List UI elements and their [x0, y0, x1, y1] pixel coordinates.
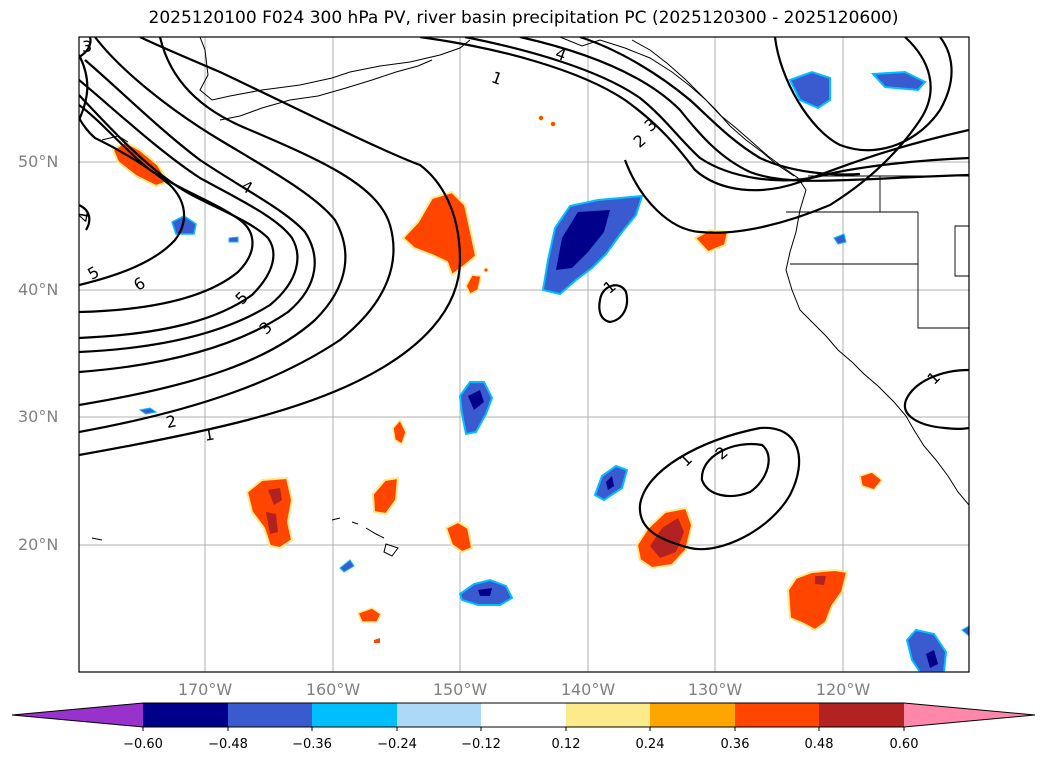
lon-label-150w: 150°W: [432, 680, 488, 699]
lon-label-120w: 120°W: [815, 680, 871, 699]
contour-label: 3: [82, 37, 92, 56]
colorbar-tick-label: −0.48: [208, 737, 248, 752]
precip-blob-neg: [138, 407, 158, 415]
map-title: 2025120100 F024 300 hPa PV, river basin …: [148, 8, 899, 28]
colorbar-swatch: [312, 703, 397, 727]
precip-blob: [374, 638, 380, 643]
precip-blob-neg: [788, 70, 831, 110]
colorbar-swatch: [228, 703, 312, 727]
colorbar-tick-label: 0.24: [635, 737, 665, 752]
lat-label-50n: 50°N: [18, 152, 59, 171]
precip-blob-neg-core: [926, 650, 938, 668]
precip-positive-shading: [111, 115, 884, 643]
precip-blob: [401, 190, 478, 277]
precip-blob: [356, 607, 382, 623]
colorbar-tick-label: −0.12: [461, 737, 501, 752]
map-frame: [79, 37, 969, 672]
precip-blob: [465, 274, 482, 296]
colorbar-tick-label: 0.12: [551, 737, 581, 752]
precip-negative-shading: [138, 70, 969, 672]
precip-blob-neg: [961, 625, 969, 637]
colorbar-tick-label: 0.36: [720, 737, 750, 752]
precip-blob: [371, 476, 400, 516]
lon-label-140w: 140°W: [560, 680, 616, 699]
colorbar-extend-high: [904, 703, 1035, 727]
lat-label-40n: 40°N: [18, 280, 59, 299]
precip-dot: [538, 115, 544, 121]
precip-blob-neg: [870, 70, 927, 92]
precip-blob-core: [815, 576, 826, 585]
colorbar: [11, 702, 1036, 731]
lat-label-30n: 30°N: [18, 407, 59, 426]
lon-label-130w: 130°W: [687, 680, 743, 699]
precip-blob-neg-core: [606, 476, 614, 490]
precip-dot: [483, 267, 489, 273]
colorbar-tick-label: 0.48: [804, 737, 834, 752]
precip-blob: [786, 568, 849, 632]
precip-blob: [859, 471, 884, 491]
precip-blob-neg-core: [468, 390, 484, 410]
colorbar-tick-label: −0.60: [123, 737, 163, 752]
colorbar-tick-label: 0.60: [889, 737, 919, 752]
colorbar-tick-label: −0.36: [292, 737, 332, 752]
lon-label-160w: 160°W: [305, 680, 361, 699]
colorbar-swatch: [650, 703, 735, 727]
precip-blob-core: [268, 488, 282, 505]
precip-blob-neg: [339, 559, 355, 573]
precip-blob-neg: [228, 236, 239, 243]
precip-blob: [693, 228, 730, 254]
precip-blob: [444, 520, 474, 554]
lon-label-170w: 170°W: [177, 680, 233, 699]
precip-blob-core: [650, 518, 684, 558]
precip-blob-neg-core: [556, 210, 610, 270]
contour-label: 2: [164, 411, 178, 432]
contour-label: 4: [74, 210, 94, 223]
colorbar-extend-low: [12, 703, 143, 727]
colorbar-swatch: [143, 703, 228, 727]
contour-label: 1: [203, 424, 216, 444]
colorbar-swatch: [397, 703, 481, 727]
precip-blob: [392, 418, 407, 446]
colorbar-swatch: [735, 703, 819, 727]
lat-label-20n: 20°N: [18, 535, 59, 554]
precip-blob-neg-core: [478, 588, 492, 596]
precip-blob-core: [266, 512, 278, 534]
precip-blob-neg: [171, 215, 197, 235]
colorbar-swatch: [819, 703, 904, 727]
pv-contours: [79, 37, 969, 551]
colorbar-swatch: [566, 703, 650, 727]
precip-dot: [550, 121, 556, 127]
colorbar-tick-label: −0.24: [377, 737, 417, 752]
colorbar-swatch: [481, 703, 566, 727]
precip-blob-neg: [833, 233, 847, 245]
